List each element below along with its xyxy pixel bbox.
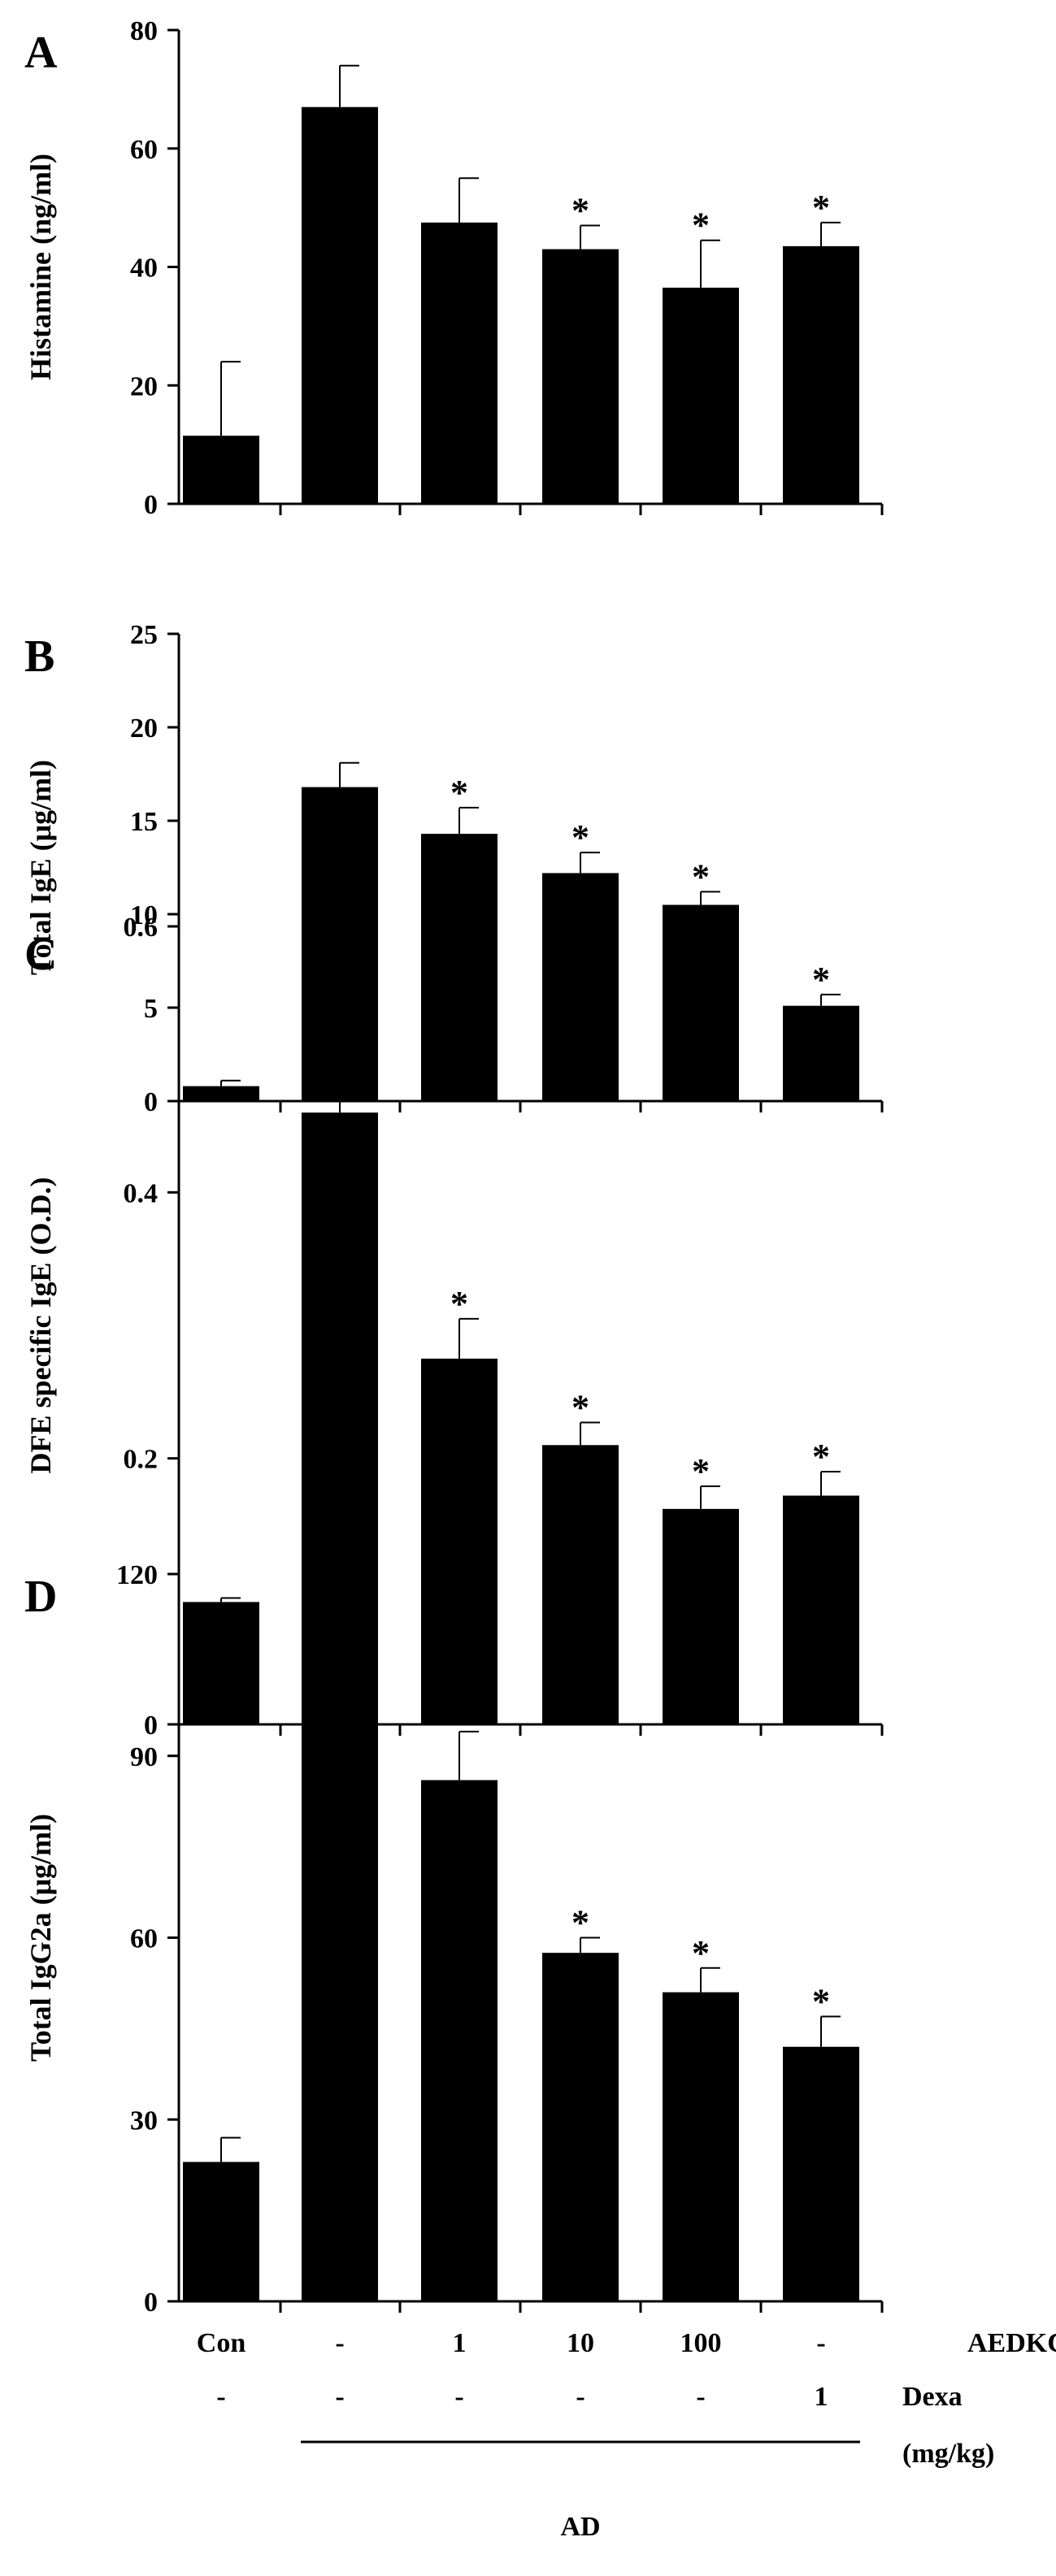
significance-star: * — [450, 773, 468, 813]
significance-star: * — [812, 188, 830, 228]
bar — [421, 222, 498, 504]
bar — [183, 1086, 259, 1101]
significance-star: * — [692, 856, 710, 896]
aedkc-value: 1 — [453, 2328, 467, 2358]
bar — [183, 436, 259, 504]
significance-star: * — [812, 1981, 830, 2021]
significance-star: * — [692, 206, 710, 245]
bar — [183, 1602, 259, 1724]
bar — [783, 1495, 859, 1724]
panel-letter: B — [24, 631, 54, 682]
bar — [783, 1005, 859, 1101]
y-tick-label: 40 — [130, 254, 158, 284]
bar — [663, 904, 739, 1101]
aedkc-row-label: AEDKC — [967, 2328, 1056, 2358]
bar — [542, 873, 619, 1101]
y-tick-label: 60 — [130, 135, 158, 165]
significance-star: * — [812, 1437, 830, 1477]
significance-star: * — [692, 1451, 710, 1491]
dexa-value: - — [576, 2382, 584, 2412]
bar — [183, 2162, 259, 2301]
condition-table: AEDKC Dexa (mg/kg) AD Con - 1 10 100 - - - - - - 1 — [197, 2328, 1056, 2542]
panel-d: D 0 30 60 90 120 Total IgG2a (μg/ml) * * * — [24, 1560, 884, 2318]
y-tick-label: 20 — [130, 713, 158, 744]
y-tick-label: 80 — [130, 16, 158, 46]
bar — [302, 1112, 378, 1724]
bar — [663, 1508, 739, 1724]
y-tick-label: 0 — [144, 490, 158, 520]
bar — [421, 1780, 498, 2301]
bar — [663, 1992, 739, 2301]
y-axis-label: Total IgE (μg/ml) — [24, 760, 57, 975]
panel-c: C 0 0.2 0.4 0.6 DFE specific IgE (O.D.) * * * * — [24, 913, 884, 1741]
y-tick-label: 0 — [144, 1087, 158, 1117]
y-tick-label: 5 — [144, 994, 158, 1024]
significance-star: * — [692, 1933, 710, 1973]
significance-star: * — [571, 1903, 589, 1943]
y-tick-label: 90 — [130, 1742, 158, 1772]
panel-letter: A — [24, 28, 58, 78]
dexa-value: - — [335, 2382, 344, 2412]
panel-a: A 0 20 40 60 80 Histamine (ng/ml) * * * — [24, 16, 884, 520]
y-tick-label: 20 — [130, 371, 158, 401]
y-tick-label: 120 — [116, 1560, 158, 1590]
y-tick-label: 0.6 — [124, 913, 159, 943]
aedkc-value: - — [335, 2328, 344, 2358]
panel-letter: D — [24, 1572, 57, 1622]
bar — [542, 1953, 619, 2301]
y-tick-label: 0 — [144, 1711, 158, 1741]
significance-star: * — [450, 1284, 468, 1324]
dexa-value: - — [216, 2382, 225, 2412]
significance-star: * — [812, 960, 830, 1000]
panel-letter: C — [24, 930, 57, 980]
aedkc-value: - — [816, 2328, 825, 2358]
bar — [542, 249, 619, 504]
y-axis-label: DFE specific IgE (O.D.) — [24, 1177, 57, 1474]
bar — [783, 245, 859, 504]
bar — [421, 834, 498, 1101]
panel-b: B 0 5 10 15 20 25 Total IgE (μg/ml) * * * * — [24, 620, 884, 1117]
dose-unit-label: (mg/kg) — [902, 2439, 994, 2469]
y-tick-label: 15 — [130, 807, 158, 837]
bar — [421, 1358, 498, 1724]
y-tick-label: 25 — [130, 620, 158, 650]
bar — [783, 2046, 859, 2301]
y-tick-label: 30 — [130, 2105, 158, 2136]
ad-group-label: AD — [560, 2512, 600, 2542]
significance-star: * — [571, 817, 589, 857]
dexa-value: 1 — [815, 2382, 828, 2412]
dexa-value: - — [696, 2382, 705, 2412]
y-tick-label: 0.4 — [124, 1178, 159, 1208]
bar — [302, 1671, 378, 2301]
panels: A 0 20 40 60 80 Histamine (ng/ml) * * * B 0 5 10 15 20 2… — [24, 16, 884, 2318]
significance-star: * — [571, 1387, 589, 1427]
bar — [663, 288, 739, 504]
y-tick-label: 0.2 — [124, 1445, 159, 1475]
y-tick-label: 10 — [130, 900, 158, 930]
dexa-value: - — [454, 2382, 463, 2412]
aedkc-value: 100 — [680, 2328, 722, 2358]
y-axis-label: Total IgG2a (μg/ml) — [24, 1814, 57, 2062]
aedkc-value: 10 — [567, 2328, 594, 2358]
y-tick-label: 0 — [144, 2288, 158, 2318]
significance-star: * — [571, 190, 589, 230]
y-tick-label: 60 — [130, 1924, 158, 1954]
bar — [542, 1445, 619, 1724]
y-axis-label: Histamine (ng/ml) — [24, 154, 57, 380]
aedkc-value: Con — [197, 2328, 246, 2358]
dexa-row-label: Dexa — [902, 2382, 963, 2412]
bar — [302, 106, 378, 505]
